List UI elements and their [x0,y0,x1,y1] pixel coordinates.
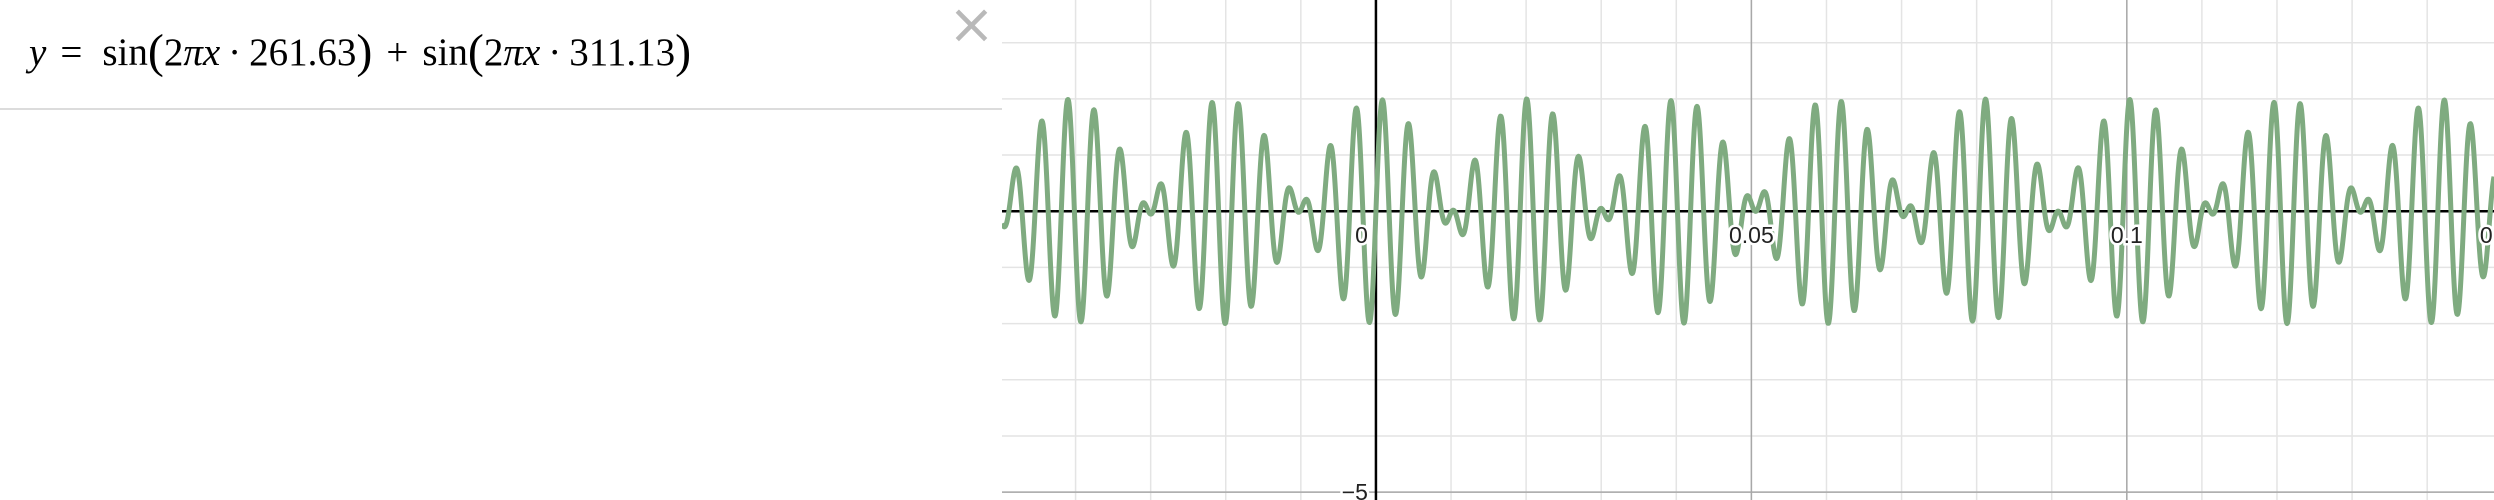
graph[interactable]: 0 0.05 0.1 0.15 −5 [1002,0,2494,500]
y-tick-label: −5 [1342,479,1368,500]
token: + [386,31,409,74]
token: 311.13 [569,31,676,74]
token: ( [147,25,164,78]
token: πx [183,31,221,74]
close-button[interactable]: × [948,0,995,57]
token: 2 [483,31,504,74]
token: ( [467,25,484,78]
expression-panel: y = sin(2πx · 261.63) + sin(2πx · 311.13) × [0,0,1002,500]
x-tick-label: 0.05 [1729,222,1774,248]
token: y [29,31,47,74]
token: 261.63 [249,31,357,74]
token: πx [503,31,541,74]
token: · [548,31,562,74]
x-tick-label: 0 [1355,222,1368,248]
token: · [228,31,242,74]
token: sin [102,31,148,74]
token: = [60,31,83,74]
expression-row[interactable]: y = sin(2πx · 261.63) + sin(2πx · 311.13) [0,0,1002,110]
token: ) [675,25,692,78]
token: ) [356,25,373,78]
token: sin [422,31,468,74]
expression: y = sin(2πx · 261.63) + sin(2πx · 311.13) [29,22,692,78]
x-tick-label: 0.15 [2480,222,2494,248]
x-tick-label: 0.1 [2111,222,2143,248]
token: 2 [163,31,184,74]
function-curve [1002,96,2494,327]
